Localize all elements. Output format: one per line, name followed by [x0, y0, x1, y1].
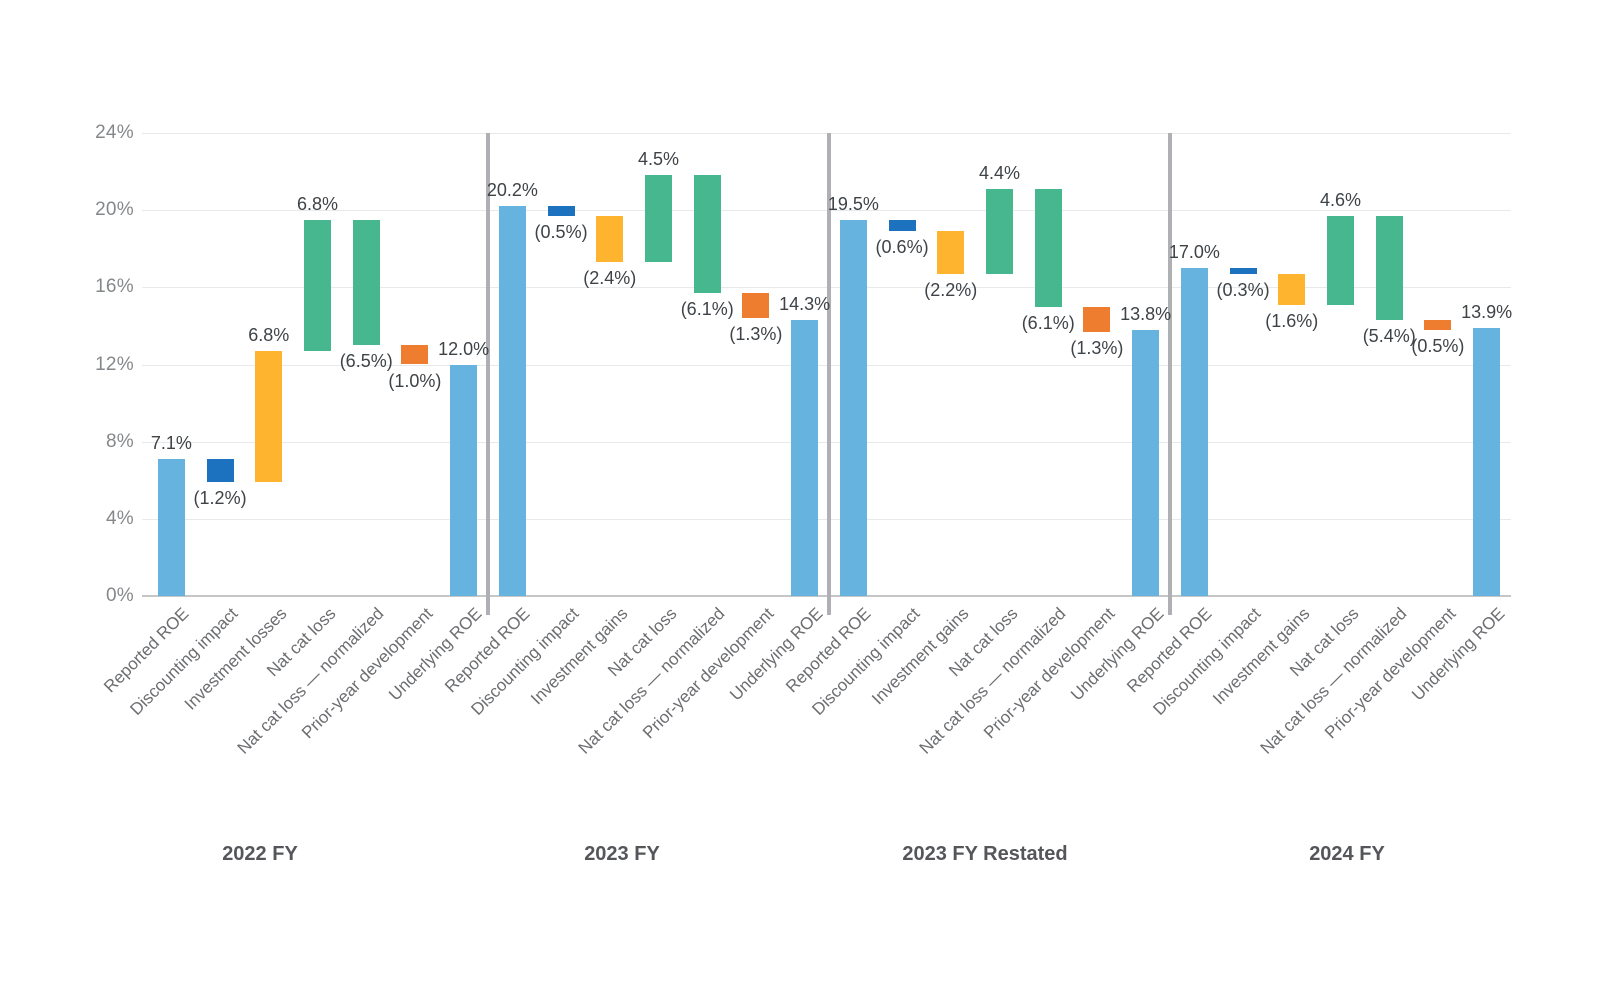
gridline — [142, 364, 1511, 366]
y-axis-tick-label: 8% — [105, 430, 134, 452]
value-label: 7.1% — [150, 433, 192, 454]
bar-underlying-roe — [1132, 329, 1160, 596]
group-divider — [1168, 133, 1172, 615]
bar-reported-roe — [498, 206, 526, 596]
gridline — [142, 287, 1511, 289]
value-label: (1.0%) — [388, 370, 442, 391]
bar-nat-cat-loss — [304, 219, 331, 351]
bar-investment-losses — [255, 350, 283, 483]
value-label: (2.4%) — [583, 268, 637, 289]
value-label: 20.2% — [486, 180, 538, 201]
value-label: 13.8% — [1120, 303, 1172, 324]
group-label: 2022 FY — [222, 843, 298, 865]
value-label: (0.6%) — [875, 237, 929, 258]
bar-nat-cat-loss-normalized — [1375, 215, 1403, 321]
x-axis-line — [142, 595, 1511, 597]
gridline — [142, 441, 1511, 443]
y-axis-tick-label: 0% — [105, 585, 134, 606]
group-label: 2023 FY — [584, 843, 660, 865]
bar-underlying-roe — [450, 364, 478, 596]
value-label: 13.9% — [1461, 301, 1513, 322]
bar-investment-gains — [937, 231, 965, 274]
value-label: 4.4% — [978, 162, 1021, 183]
gridline — [142, 133, 1511, 134]
y-axis-tick-label: 12% — [95, 353, 134, 375]
value-label: 12.0% — [438, 338, 490, 359]
y-axis-tick-label: 20% — [95, 199, 134, 221]
value-label: 17.0% — [1168, 242, 1220, 263]
bar-discounting-impact — [888, 219, 916, 232]
bar-nat-cat-loss-normalized — [352, 219, 380, 346]
bar-nat-cat-loss — [645, 175, 672, 263]
value-label: (1.6%) — [1265, 310, 1319, 331]
value-label: (0.5%) — [534, 221, 588, 242]
gridline — [142, 518, 1511, 520]
group-label: 2024 FY — [1309, 843, 1385, 865]
value-label: (6.1%) — [1021, 312, 1075, 333]
value-label: (0.5%) — [1411, 335, 1465, 356]
bar-underlying-roe — [1473, 327, 1501, 596]
bar-nat-cat-loss-normalized — [693, 175, 721, 294]
y-axis-tick-label: 4% — [105, 507, 134, 529]
bar-reported-roe — [157, 459, 185, 596]
group-divider — [827, 133, 831, 615]
value-label: (6.5%) — [339, 351, 393, 372]
bar-discounting-impact — [206, 459, 234, 483]
bar-reported-roe — [1180, 268, 1208, 596]
value-label: 14.3% — [779, 294, 831, 315]
value-label: (6.1%) — [680, 299, 734, 320]
y-axis-tick-label: 16% — [95, 276, 134, 298]
value-label: 4.5% — [637, 149, 680, 170]
value-label: (0.3%) — [1216, 279, 1270, 300]
value-label: (1.3%) — [729, 324, 783, 345]
group-divider — [486, 133, 490, 615]
value-label: (5.4%) — [1362, 326, 1416, 347]
bar-underlying-roe — [791, 320, 819, 596]
bar-prior-year-development — [742, 293, 770, 319]
bar-nat-cat-loss — [986, 188, 1013, 274]
bar-prior-year-development — [401, 345, 429, 365]
value-label: 6.8% — [296, 193, 339, 214]
bar-discounting-impact — [547, 206, 575, 216]
gridline — [142, 210, 1511, 212]
group-label: 2023 FY Restated — [902, 843, 1068, 865]
bar-prior-year-development — [1083, 306, 1111, 332]
bar-reported-roe — [839, 219, 867, 596]
value-label: 19.5% — [827, 193, 879, 214]
value-label: 4.6% — [1319, 189, 1362, 210]
bar-prior-year-development — [1424, 320, 1452, 330]
value-label: (2.2%) — [924, 279, 978, 300]
bar-nat-cat-loss — [1327, 215, 1354, 305]
bar-discounting-impact — [1229, 268, 1257, 274]
y-axis-tick-label: 24% — [95, 122, 134, 143]
bar-investment-gains — [596, 215, 624, 263]
value-label: 6.8% — [248, 324, 290, 345]
value-label: (1.3%) — [1070, 337, 1124, 358]
bar-investment-gains — [1278, 273, 1306, 305]
bar-nat-cat-loss-normalized — [1034, 188, 1062, 307]
value-label: (1.2%) — [193, 488, 247, 509]
